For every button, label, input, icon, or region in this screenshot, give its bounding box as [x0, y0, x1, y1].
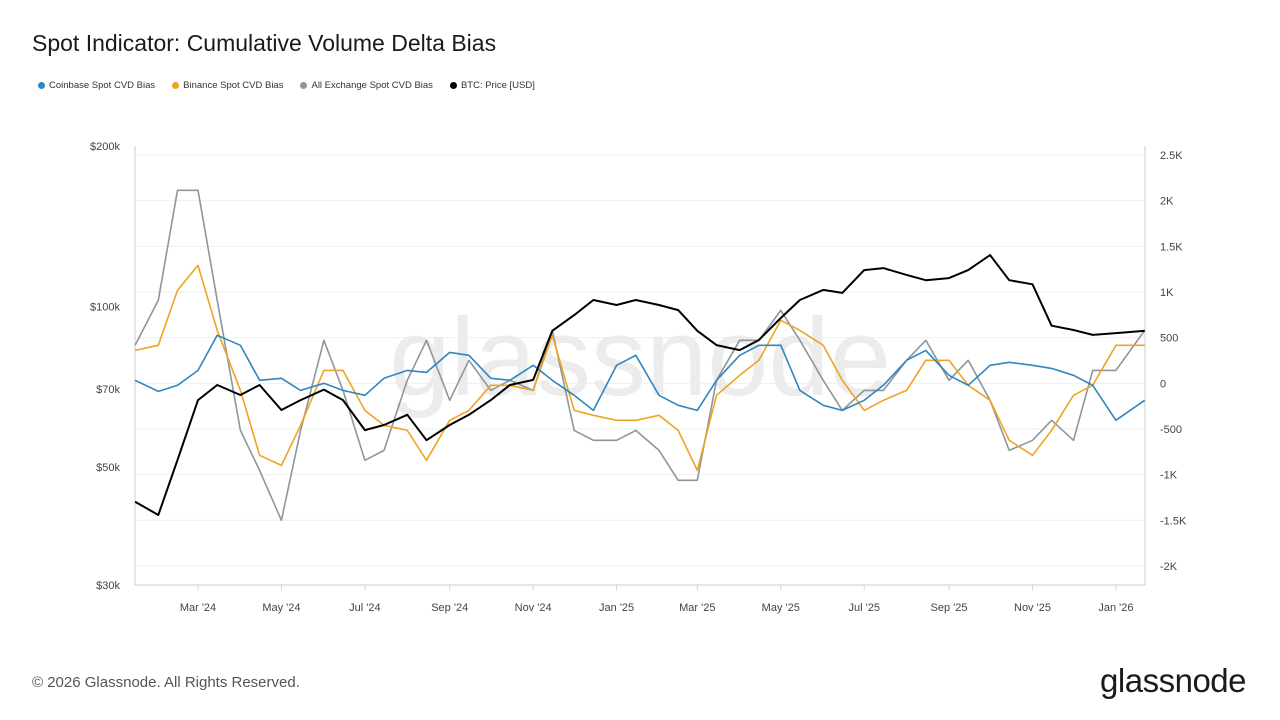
- left-tick-label: $50k: [96, 462, 120, 474]
- legend-item-btc-price[interactable]: BTC: Price [USD]: [449, 80, 535, 91]
- watermark: glassnode: [389, 296, 891, 419]
- series-line-all-exchange-spot-cvd-bias: [134, 189, 1146, 522]
- chart-title: Spot Indicator: Cumulative Volume Delta …: [32, 30, 497, 56]
- legend-item-coinbase[interactable]: Coinbase Spot CVD Bias: [38, 80, 155, 91]
- x-tick-label: Jul '25: [848, 602, 879, 614]
- legend-item-all-exchange[interactable]: All Exchange Spot CVD Bias: [300, 80, 433, 91]
- x-tick-label: Nov '24: [515, 602, 552, 614]
- legend-label: All Exchange Spot CVD Bias: [311, 80, 433, 91]
- copyright: © 2026 Glassnode. All Rights Reserved.: [32, 674, 300, 691]
- x-tick-label: Sep '25: [931, 602, 968, 614]
- x-tick-label: Mar '25: [679, 602, 715, 614]
- legend-label: BTC: Price [USD]: [460, 80, 535, 91]
- x-tick-label: May '25: [762, 602, 800, 614]
- series-line-btc-price-usd-: [134, 254, 1145, 516]
- series-line-coinbase-spot-cvd-bias: [134, 334, 1146, 422]
- legend-dot-icon: [38, 82, 45, 89]
- right-tick-label: 2K: [1160, 196, 1174, 208]
- right-tick-label: -500: [1160, 424, 1182, 436]
- legend-label: Coinbase Spot CVD Bias: [49, 80, 156, 91]
- left-tick-label: $30k: [96, 580, 120, 592]
- legend-dot-icon: [449, 82, 457, 89]
- right-tick-label: 1.5K: [1160, 241, 1183, 253]
- legend-label: Binance Spot CVD Bias: [183, 80, 284, 91]
- left-tick-label: $70k: [96, 384, 120, 396]
- legend: Coinbase Spot CVD Bias Binance Spot CVD …: [38, 80, 535, 91]
- x-tick-label: Mar '24: [180, 602, 216, 614]
- left-tick-label: $100k: [90, 301, 120, 313]
- right-tick-label: -1.5K: [1160, 515, 1187, 527]
- right-tick-label: 500: [1160, 333, 1178, 345]
- right-tick-label: -2K: [1160, 561, 1178, 573]
- right-tick-label: 2.5K: [1160, 150, 1183, 162]
- left-tick-label: $200k: [90, 141, 120, 153]
- legend-item-binance[interactable]: Binance Spot CVD Bias: [172, 80, 283, 91]
- legend-dot-icon: [172, 82, 180, 89]
- x-tick-label: May '24: [262, 602, 300, 614]
- x-tick-label: Jan '26: [1098, 602, 1133, 614]
- right-tick-label: 1K: [1160, 287, 1174, 299]
- x-tick-label: Jul '24: [349, 602, 380, 614]
- right-tick-label: -1K: [1160, 470, 1178, 482]
- x-tick-label: Nov '25: [1014, 602, 1051, 614]
- legend-dot-icon: [300, 82, 308, 89]
- glassnode-logo: glassnode: [1100, 662, 1246, 699]
- x-tick-label: Sep '24: [431, 602, 468, 614]
- right-tick-label: 0: [1160, 378, 1166, 390]
- x-tick-label: Jan '25: [599, 602, 634, 614]
